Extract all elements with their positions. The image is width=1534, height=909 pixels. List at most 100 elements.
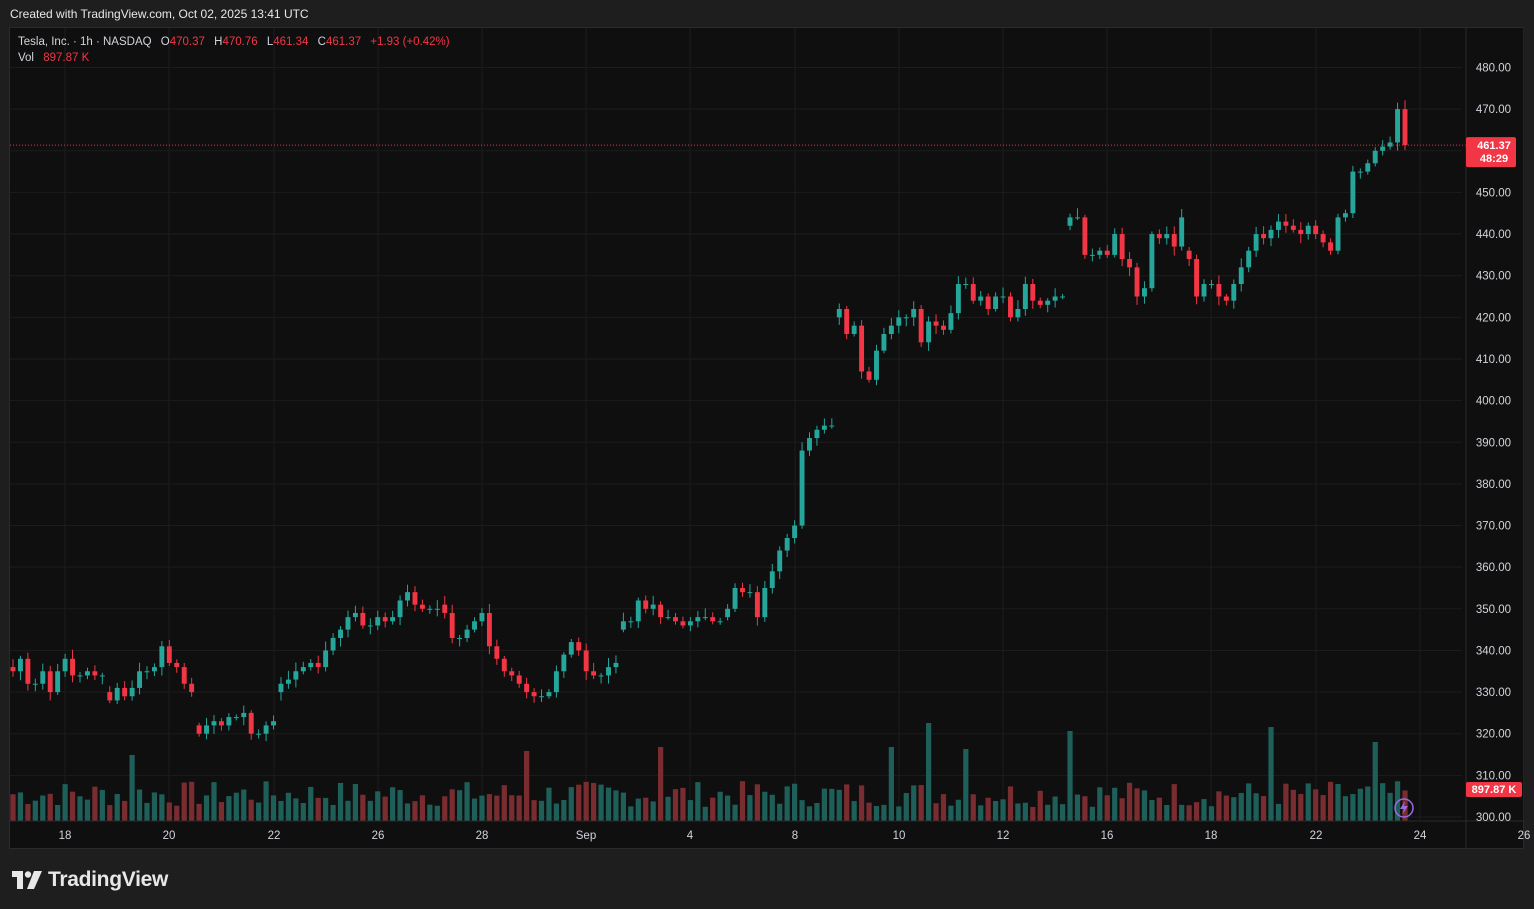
volume-bar (1022, 802, 1028, 821)
candle-body (1223, 296, 1229, 301)
volume-bar (948, 805, 954, 821)
volume-bar (1216, 791, 1222, 821)
open-label: O (160, 36, 170, 48)
volume-bar (1327, 781, 1334, 821)
volume-bar (494, 795, 500, 821)
candle-body (1119, 234, 1125, 260)
volume-bar (32, 800, 38, 821)
volume-bar (1059, 804, 1066, 821)
volume-bar (345, 800, 351, 821)
y-tick-label: 370.00 (1476, 521, 1511, 533)
candle-body (866, 371, 872, 380)
x-tick-label: 26 (372, 830, 385, 842)
candle-body (799, 450, 805, 526)
candle-body (1112, 234, 1118, 255)
candle-body (1186, 250, 1192, 260)
volume-bar (1193, 802, 1200, 821)
candle-body (479, 612, 485, 622)
candle-body (673, 617, 678, 622)
candle-body (1104, 250, 1110, 255)
candle-body (1395, 109, 1401, 143)
candle-body (1216, 284, 1222, 297)
volume-bar (814, 802, 820, 821)
volume-bar (1223, 795, 1229, 821)
volume-bar (1208, 806, 1215, 821)
volume-bar (10, 794, 16, 821)
volume-bar (516, 795, 522, 821)
volume-bar (84, 799, 91, 821)
volume-bar (501, 785, 507, 821)
candle-body (1149, 234, 1155, 289)
volume-bar (955, 799, 961, 821)
volume-bar (360, 794, 366, 821)
candle-body (509, 671, 515, 676)
volume-bar (330, 804, 336, 821)
volume-bar (784, 786, 790, 821)
volume-bar (524, 751, 530, 821)
candle-body (501, 658, 507, 672)
volume-bar (725, 795, 731, 821)
volume-bar (323, 797, 329, 821)
volume-bar (256, 802, 262, 821)
volume-bar (471, 798, 478, 821)
candle-body (1231, 284, 1237, 301)
candle-body (777, 550, 783, 572)
volume-bar (419, 795, 426, 821)
x-tick-label: 16 (1101, 830, 1114, 842)
candle-body (717, 621, 723, 623)
volume-bar (978, 805, 984, 821)
candle-body (643, 600, 649, 609)
volume-bar (367, 800, 373, 821)
volume-bar (1283, 783, 1289, 821)
volume-bar (888, 747, 894, 821)
volume-bar (702, 806, 708, 821)
candle-body (1127, 259, 1133, 268)
volume-bar (285, 792, 292, 821)
volume-bar (583, 781, 589, 821)
candle-body (695, 617, 701, 622)
volume-bar (791, 783, 798, 821)
volume-bar (635, 798, 641, 821)
volume-bar (1007, 786, 1014, 821)
candle-body (539, 696, 544, 698)
volume-bar (47, 793, 53, 821)
volume-bar (226, 796, 232, 821)
volume-bar (1365, 786, 1371, 821)
y-tick-label: 390.00 (1476, 437, 1511, 449)
candle-body (1037, 300, 1043, 305)
symbol-label[interactable]: Tesla, Inc. · 1h · NASDAQ (18, 36, 152, 48)
candle-body (122, 687, 128, 697)
volume-bar (449, 789, 455, 821)
volume-bar (911, 785, 917, 821)
x-tick-label: 18 (59, 830, 72, 842)
volume-bar (1372, 742, 1378, 821)
volume-bar (166, 802, 172, 821)
candle-body (576, 642, 582, 651)
lightning-icon[interactable] (1394, 798, 1414, 818)
volume-bar (1186, 805, 1192, 821)
footer-brand[interactable]: TradingView (12, 866, 168, 894)
volume-bar (337, 782, 344, 821)
candle-body (784, 538, 790, 551)
volume-bar (1387, 792, 1393, 821)
candle-body (725, 608, 731, 618)
candle-body (92, 671, 98, 676)
y-tick-label: 340.00 (1476, 645, 1511, 657)
candle-body (829, 425, 835, 427)
candle-body (628, 621, 634, 623)
candle-body (531, 692, 537, 697)
candle-body (1290, 225, 1296, 230)
volume-bar (1179, 804, 1185, 821)
volume-bar (591, 782, 597, 821)
volume-bar (739, 781, 746, 821)
volume-bar (189, 781, 195, 821)
volume-bar (1149, 800, 1155, 821)
volume-bar (806, 806, 813, 821)
candle-body (55, 671, 61, 693)
volume-bar (390, 787, 396, 821)
volume-bar (136, 789, 143, 821)
last-price-badge-label: 461.37 (1477, 140, 1511, 152)
candle-body (375, 617, 381, 626)
y-tick-label: 350.00 (1476, 604, 1511, 616)
